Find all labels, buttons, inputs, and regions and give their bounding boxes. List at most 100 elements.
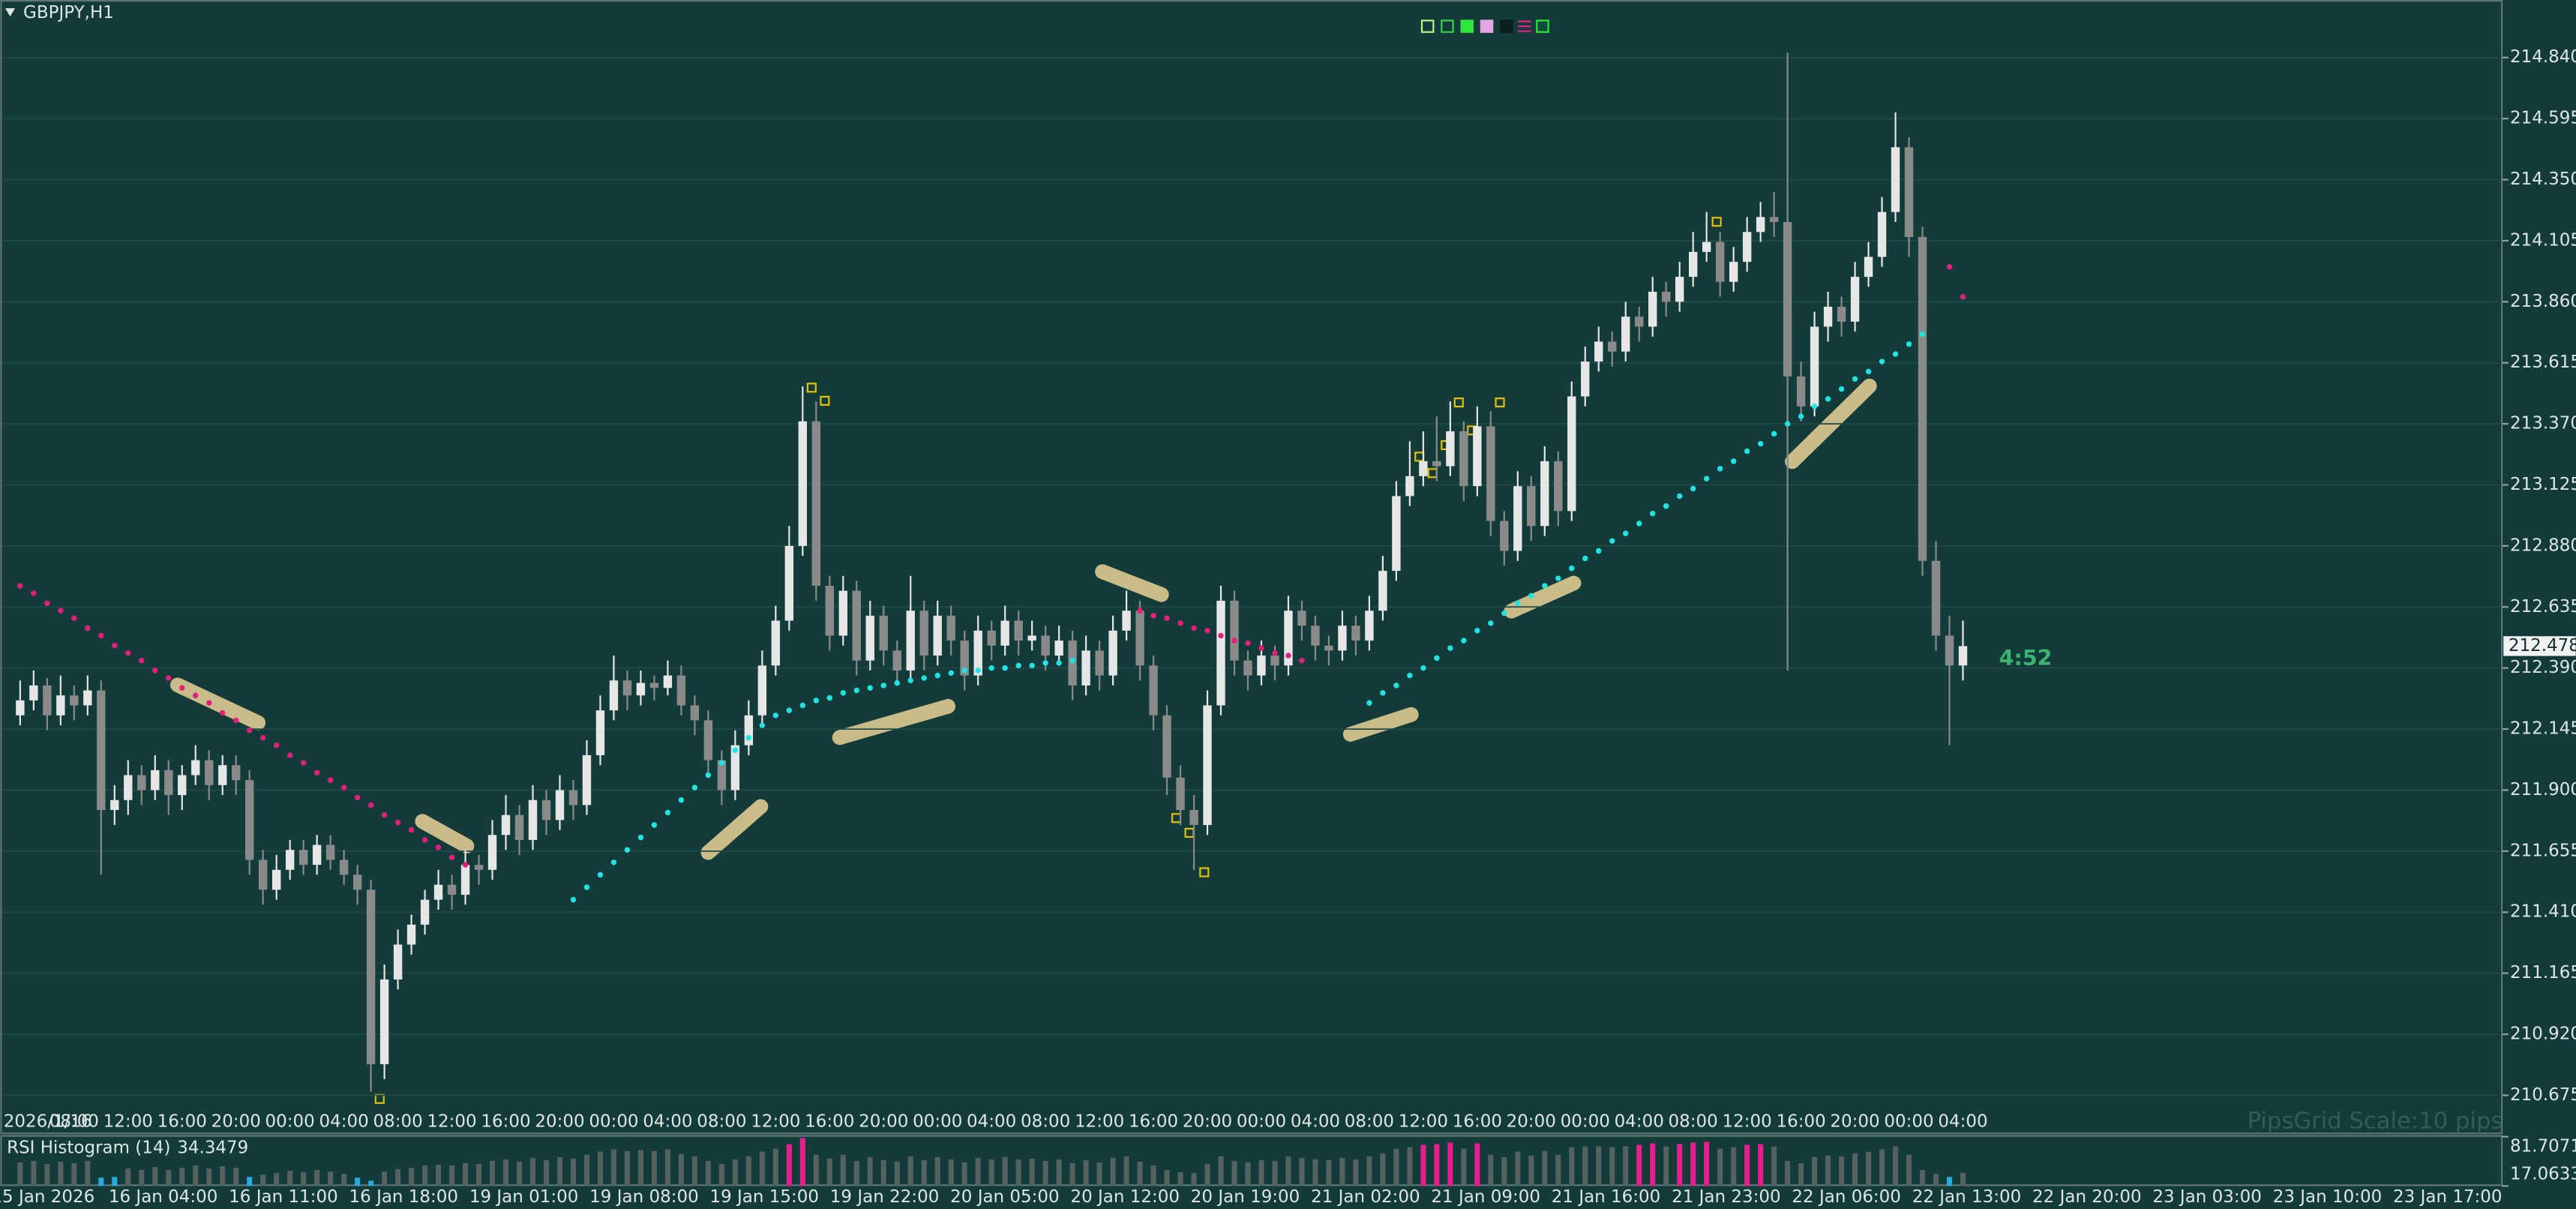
histogram-bar [1029, 1158, 1035, 1186]
histogram-bar [1123, 1156, 1129, 1186]
histogram-bar [1825, 1155, 1831, 1186]
candle-body [406, 924, 416, 945]
histogram-bar [1947, 1177, 1953, 1186]
sar-dot [1960, 293, 1966, 300]
histogram-bar [1960, 1172, 1966, 1186]
annotation-line[interactable] [1095, 564, 1169, 602]
histogram-bar [233, 1168, 239, 1186]
histogram-bar [409, 1168, 415, 1186]
candle-body [1284, 610, 1293, 666]
histogram-bar [1677, 1144, 1683, 1186]
sar-dot [1407, 672, 1413, 679]
candle-body [1419, 460, 1428, 476]
annotation-line[interactable] [1342, 706, 1419, 742]
candle-body [1122, 610, 1131, 631]
icon [1441, 20, 1454, 33]
menu-arrow[interactable] [4, 8, 16, 16]
histogram-bar [139, 1170, 145, 1186]
candle-body [987, 630, 996, 646]
candle-body [1230, 600, 1239, 661]
x-tick-label: 00:00 [1561, 1112, 1610, 1131]
histogram-bar [1393, 1148, 1399, 1186]
sar-dot [1164, 615, 1170, 621]
sar-dot [664, 809, 671, 816]
sar-dot [921, 675, 927, 681]
sar-dot [1204, 628, 1210, 634]
x-tick-label: 12:00 [1399, 1112, 1448, 1131]
candle-body [798, 421, 808, 546]
candle-body [1108, 630, 1117, 676]
histogram-bar [907, 1156, 913, 1186]
candle-body [393, 944, 403, 980]
x-tick-label: 04:00 [1615, 1112, 1664, 1131]
histogram-bar [948, 1159, 954, 1186]
sar-dot [772, 712, 779, 718]
candle-body [352, 874, 362, 890]
drawn-annotations [170, 378, 1877, 860]
y-tick-label: 212.390 [2510, 658, 2576, 677]
candle-body [151, 770, 160, 790]
y-tick-label: 214.350 [2510, 170, 2576, 189]
histogram-bar [786, 1144, 792, 1186]
sar-dot [232, 717, 239, 724]
histogram-bar [1582, 1146, 1588, 1186]
sar-dot [1906, 341, 1912, 347]
histogram-bar [193, 1165, 199, 1186]
sar-dot [651, 822, 658, 828]
sar-dot [1663, 503, 1669, 509]
candle-body [838, 590, 847, 636]
x-tick-label: 20:00 [859, 1112, 908, 1131]
x-tick-label: 21 Jan 09:00 [1431, 1187, 1540, 1207]
candle-body [1850, 277, 1860, 322]
sar-dot [273, 742, 280, 748]
candle-body [178, 775, 187, 796]
candle-body [568, 790, 578, 806]
candle-body [16, 700, 25, 716]
candle-body [1823, 306, 1833, 327]
candle-body [649, 682, 659, 688]
histogram-bar [691, 1156, 697, 1186]
sar-dot [394, 819, 401, 826]
annotation-line[interactable] [700, 799, 769, 860]
histogram-bar [1555, 1154, 1561, 1186]
annotation-line[interactable] [415, 814, 475, 854]
sar-dot [583, 884, 590, 890]
current-price-label: 212.478 [2509, 636, 2576, 656]
x-tick-label: 00:00 [1237, 1112, 1286, 1131]
candle-body [487, 835, 497, 870]
histogram-bar [247, 1177, 253, 1186]
histogram-bar [975, 1157, 981, 1186]
sar-dot [1798, 413, 1804, 419]
histogram-bar [1569, 1147, 1575, 1186]
sar-dot [1542, 583, 1548, 589]
sar-dot [98, 632, 104, 639]
x-tick-label: 23 Jan 17:00 [2393, 1187, 2503, 1207]
sar-dot [286, 752, 293, 758]
candle-body [1135, 610, 1144, 666]
annotation-line[interactable] [832, 698, 955, 746]
sar-dot [1623, 530, 1629, 536]
candle-body [325, 844, 335, 860]
histogram-bar [1272, 1160, 1278, 1186]
sar-dot [1231, 638, 1237, 644]
sar-dot [1393, 682, 1399, 688]
candle-body [460, 865, 470, 895]
histogram-bar [422, 1165, 428, 1186]
fractal [1711, 217, 1722, 227]
candle-body [811, 421, 821, 586]
sar-dot [1784, 421, 1791, 427]
annotation-line[interactable] [170, 677, 266, 730]
histogram-bar [1191, 1173, 1197, 1186]
sar-dot [988, 664, 994, 671]
histogram-bar [1299, 1157, 1305, 1186]
histogram-bar [745, 1156, 751, 1186]
histogram-bar [570, 1158, 576, 1186]
candle-body [1891, 147, 1900, 212]
candle-body [1756, 217, 1765, 232]
candle-body [259, 860, 268, 890]
histogram-bar [503, 1159, 509, 1186]
candle-body [285, 850, 295, 870]
candle-body [205, 760, 214, 785]
sar-dot [300, 760, 307, 766]
